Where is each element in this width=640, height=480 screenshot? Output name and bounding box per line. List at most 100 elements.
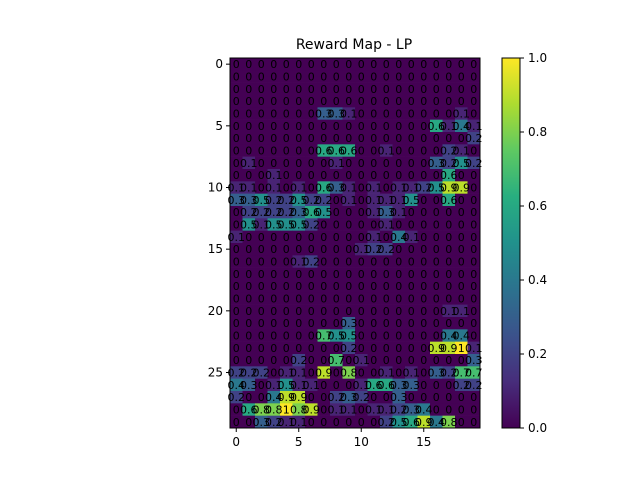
cell-value-label: 0 [245, 280, 252, 293]
cell-value-label: 0 [283, 83, 290, 96]
heatmap-cell [467, 230, 481, 244]
cell-value-label: 0 [358, 231, 365, 244]
cell-value-label: 0.2 [465, 132, 483, 145]
heatmap-cell [467, 218, 481, 231]
cell-value-label: 0 [233, 342, 240, 355]
heatmap-cell [230, 255, 243, 268]
heatmap-cell [405, 378, 418, 392]
heatmap-cell [230, 280, 243, 293]
cell-value-label: 0 [308, 108, 315, 121]
heatmap-cell [330, 378, 343, 392]
heatmap-cell [417, 354, 431, 367]
cell-value-label: 0 [383, 120, 390, 133]
cell-value-label: 0.4 [390, 231, 408, 244]
heatmap-cell [367, 304, 381, 318]
heatmap-cell [380, 267, 393, 281]
cell-value-label: 0 [345, 219, 352, 232]
cell-value-label: 0 [283, 169, 290, 182]
heatmap-cell [242, 317, 256, 330]
cell-value-label: 0 [283, 132, 290, 145]
heatmap-cell [442, 292, 456, 305]
heatmap-cell [292, 156, 306, 170]
cell-value-label: 0.3 [240, 194, 258, 207]
heatmap-cell [455, 132, 468, 145]
cell-value-label: 0 [370, 169, 377, 182]
heatmap-cell [267, 243, 281, 256]
heatmap-cell [255, 132, 268, 145]
cell-value-label: 0.3 [328, 108, 346, 121]
heatmap-cell [317, 329, 331, 342]
cell-value-label: 0 [333, 120, 340, 133]
heatmap-cell [292, 181, 306, 194]
cell-value-label: 0 [445, 71, 452, 84]
heatmap-cell [367, 107, 381, 120]
heatmap-cell [330, 255, 343, 268]
heatmap-cell [392, 280, 406, 293]
cell-value-label: 0 [283, 268, 290, 281]
cell-value-label: 0.9 [315, 367, 333, 380]
y-tick-label: 20 [208, 304, 223, 318]
cell-value-label: 0 [420, 391, 427, 404]
heatmap-cell [342, 403, 356, 416]
heatmap-cell [355, 95, 368, 108]
cell-value-label: 0 [458, 219, 465, 232]
cell-value-label: 0.1 [353, 243, 371, 256]
heatmap-cell [242, 58, 256, 71]
cell-value-label: 0 [470, 83, 477, 96]
cell-value-label: 0.2 [240, 206, 258, 219]
heatmap-cell [280, 329, 293, 342]
heatmap-cell [367, 341, 381, 355]
cell-value-label: 0 [470, 71, 477, 84]
cell-value-label: 0 [270, 317, 277, 330]
heatmap-cell [405, 119, 418, 133]
heatmap-cell [280, 169, 293, 182]
cell-value-label: 0 [333, 305, 340, 318]
cell-value-label: 0 [358, 293, 365, 306]
cell-value-label: 0.2 [290, 354, 308, 367]
heatmap-cell [330, 267, 343, 281]
cell-value-label: 0 [445, 83, 452, 96]
heatmap-cell [292, 206, 306, 219]
heatmap-cell [367, 95, 381, 108]
cell-value-label: 0 [395, 219, 402, 232]
cell-value-label: 0 [433, 132, 440, 145]
cell-value-label: 0 [458, 256, 465, 269]
heatmap-cell [255, 82, 268, 96]
heatmap-cell [467, 206, 481, 219]
cell-value-label: 0 [358, 132, 365, 145]
heatmap-cell [392, 169, 406, 182]
cell-value-label: 0 [283, 71, 290, 84]
heatmap-cell [230, 230, 243, 244]
heatmap-cell [267, 255, 281, 268]
heatmap-cell [292, 193, 306, 207]
heatmap-cell [455, 58, 468, 71]
cell-value-label: 0 [470, 330, 477, 343]
colorbar-gradient [502, 58, 520, 428]
cell-value-label: 0 [233, 58, 240, 71]
heatmap-cell [280, 341, 293, 355]
cell-value-label: 0.5 [253, 194, 271, 207]
heatmap-cell [292, 415, 306, 429]
cell-value-label: 0 [308, 317, 315, 330]
cell-value-label: 0 [433, 317, 440, 330]
cell-value-label: 0.3 [253, 416, 271, 429]
heatmap-cell [467, 144, 481, 157]
heatmap-cell [255, 366, 268, 379]
heatmap-cell [342, 144, 356, 157]
cell-value-label: 0 [245, 120, 252, 133]
cell-value-label: 0 [395, 293, 402, 306]
heatmap-cell [305, 107, 318, 120]
cell-value-label: 0 [308, 58, 315, 71]
heatmap-cell [355, 169, 368, 182]
cell-value-label: 0 [458, 404, 465, 417]
heatmap-cell [367, 366, 381, 379]
cell-value-label: 0 [383, 231, 390, 244]
cell-value-label: 0 [258, 317, 265, 330]
heatmap-cell [442, 403, 456, 416]
y-tick-label: 15 [208, 242, 223, 256]
cell-value-label: 0 [270, 145, 277, 158]
heatmap-cell [342, 169, 356, 182]
cell-value-label: 0 [270, 58, 277, 71]
heatmap-cell [267, 341, 281, 355]
cell-value-label: 0.1 [440, 120, 458, 133]
